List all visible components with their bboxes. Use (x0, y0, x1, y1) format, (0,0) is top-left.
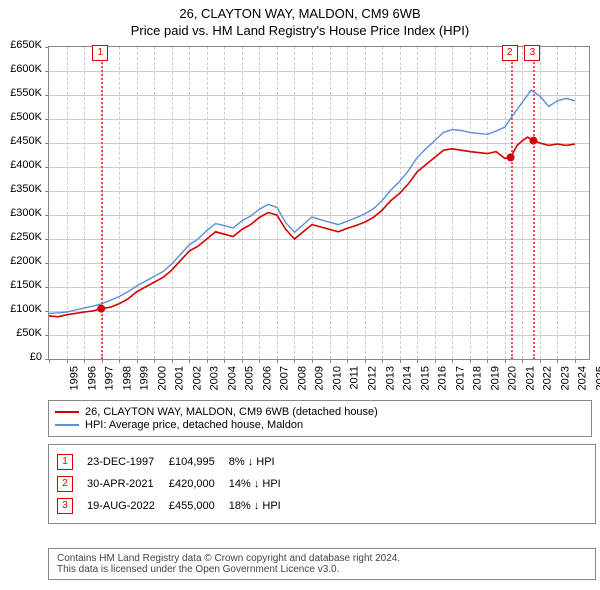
event-marker: 1 (92, 45, 108, 61)
event-number: 3 (57, 498, 73, 514)
x-tick-label: 2003 (209, 366, 221, 390)
x-tick-label: 2005 (244, 366, 256, 390)
house-price-chart: 26, CLAYTON WAY, MALDON, CM9 6WB Price p… (0, 0, 600, 590)
event-diff: 8% ↓ HPI (229, 451, 295, 473)
y-tick-label: £0 (0, 351, 42, 363)
y-tick-label: £300K (0, 207, 42, 219)
x-tick-label: 1999 (139, 366, 151, 390)
x-tick-label: 2023 (559, 366, 571, 390)
x-tick-label: 2008 (296, 366, 308, 390)
x-tick-label: 2014 (402, 366, 414, 390)
x-tick-label: 1996 (86, 366, 98, 390)
x-tick-label: 2024 (577, 366, 589, 390)
event-date: 19-AUG-2022 (87, 495, 169, 517)
x-tick-label: 2015 (419, 366, 431, 390)
event-dot (507, 153, 515, 161)
series-property (49, 137, 575, 317)
event-marker: 3 (524, 45, 540, 61)
legend-swatch (55, 424, 79, 426)
footer-line2: This data is licensed under the Open Gov… (57, 564, 587, 575)
y-tick-label: £500K (0, 111, 42, 123)
plot-svg (49, 47, 589, 359)
event-number: 1 (57, 454, 73, 470)
event-marker: 2 (502, 45, 518, 61)
event-date: 23-DEC-1997 (87, 451, 169, 473)
event-price: £104,995 (169, 451, 229, 473)
plot-area (48, 46, 590, 360)
y-tick-label: £250K (0, 231, 42, 243)
x-tick-label: 2018 (472, 366, 484, 390)
event-date: 30-APR-2021 (87, 473, 169, 495)
event-diff: 14% ↓ HPI (229, 473, 295, 495)
event-diff: 18% ↓ HPI (229, 495, 295, 517)
footer-attribution: Contains HM Land Registry data © Crown c… (48, 548, 596, 580)
x-tick-label: 1997 (104, 366, 116, 390)
y-tick-label: £550K (0, 87, 42, 99)
y-tick-label: £400K (0, 159, 42, 171)
x-tick-label: 2020 (507, 366, 519, 390)
x-tick-label: 2002 (191, 366, 203, 390)
legend-row: HPI: Average price, detached house, Mald… (55, 419, 585, 431)
x-tick-label: 2021 (524, 366, 536, 390)
x-tick-label: 1995 (68, 366, 80, 390)
legend-label: HPI: Average price, detached house, Mald… (85, 419, 303, 431)
y-tick-label: £650K (0, 39, 42, 51)
x-tick-label: 2025 (594, 366, 600, 390)
x-tick-label: 2001 (174, 366, 186, 390)
event-price: £420,000 (169, 473, 229, 495)
x-tick-label: 2011 (348, 366, 360, 390)
x-tick-label: 2006 (261, 366, 273, 390)
title-address: 26, CLAYTON WAY, MALDON, CM9 6WB (0, 6, 600, 21)
event-row: 2 30-APR-2021£420,00014% ↓ HPI (57, 473, 295, 495)
x-tick-label: 2004 (226, 366, 238, 390)
legend-swatch (55, 411, 79, 413)
event-dot (97, 305, 105, 313)
y-tick-label: £150K (0, 279, 42, 291)
y-tick-label: £50K (0, 327, 42, 339)
x-tick-label: 2019 (489, 366, 501, 390)
series-hpi (49, 90, 575, 313)
y-tick-label: £450K (0, 135, 42, 147)
y-tick-label: £600K (0, 63, 42, 75)
x-tick-label: 2016 (437, 366, 449, 390)
x-tick-label: 2009 (314, 366, 326, 390)
x-tick-label: 2017 (454, 366, 466, 390)
chart-titles: 26, CLAYTON WAY, MALDON, CM9 6WB Price p… (0, 0, 600, 38)
x-tick-label: 2022 (542, 366, 554, 390)
y-tick-label: £100K (0, 303, 42, 315)
legend-label: 26, CLAYTON WAY, MALDON, CM9 6WB (detach… (85, 406, 378, 418)
x-tick-label: 2007 (279, 366, 291, 390)
event-dot (529, 137, 537, 145)
title-subtitle: Price paid vs. HM Land Registry's House … (0, 23, 600, 38)
event-number: 2 (57, 476, 73, 492)
x-tick-label: 2013 (384, 366, 396, 390)
event-row: 3 19-AUG-2022£455,00018% ↓ HPI (57, 495, 295, 517)
event-price: £455,000 (169, 495, 229, 517)
x-tick-label: 2000 (156, 366, 168, 390)
legend-row: 26, CLAYTON WAY, MALDON, CM9 6WB (detach… (55, 406, 585, 418)
y-tick-label: £350K (0, 183, 42, 195)
x-tick-label: 1998 (121, 366, 133, 390)
legend: 26, CLAYTON WAY, MALDON, CM9 6WB (detach… (48, 400, 592, 437)
y-tick-label: £200K (0, 255, 42, 267)
events-table: 1 23-DEC-1997£104,9958% ↓ HPI 2 30-APR-2021… (48, 444, 596, 524)
event-row: 1 23-DEC-1997£104,9958% ↓ HPI (57, 451, 295, 473)
footer-line1: Contains HM Land Registry data © Crown c… (57, 553, 587, 564)
x-tick-label: 2010 (331, 366, 343, 390)
x-tick-label: 2012 (367, 366, 379, 390)
